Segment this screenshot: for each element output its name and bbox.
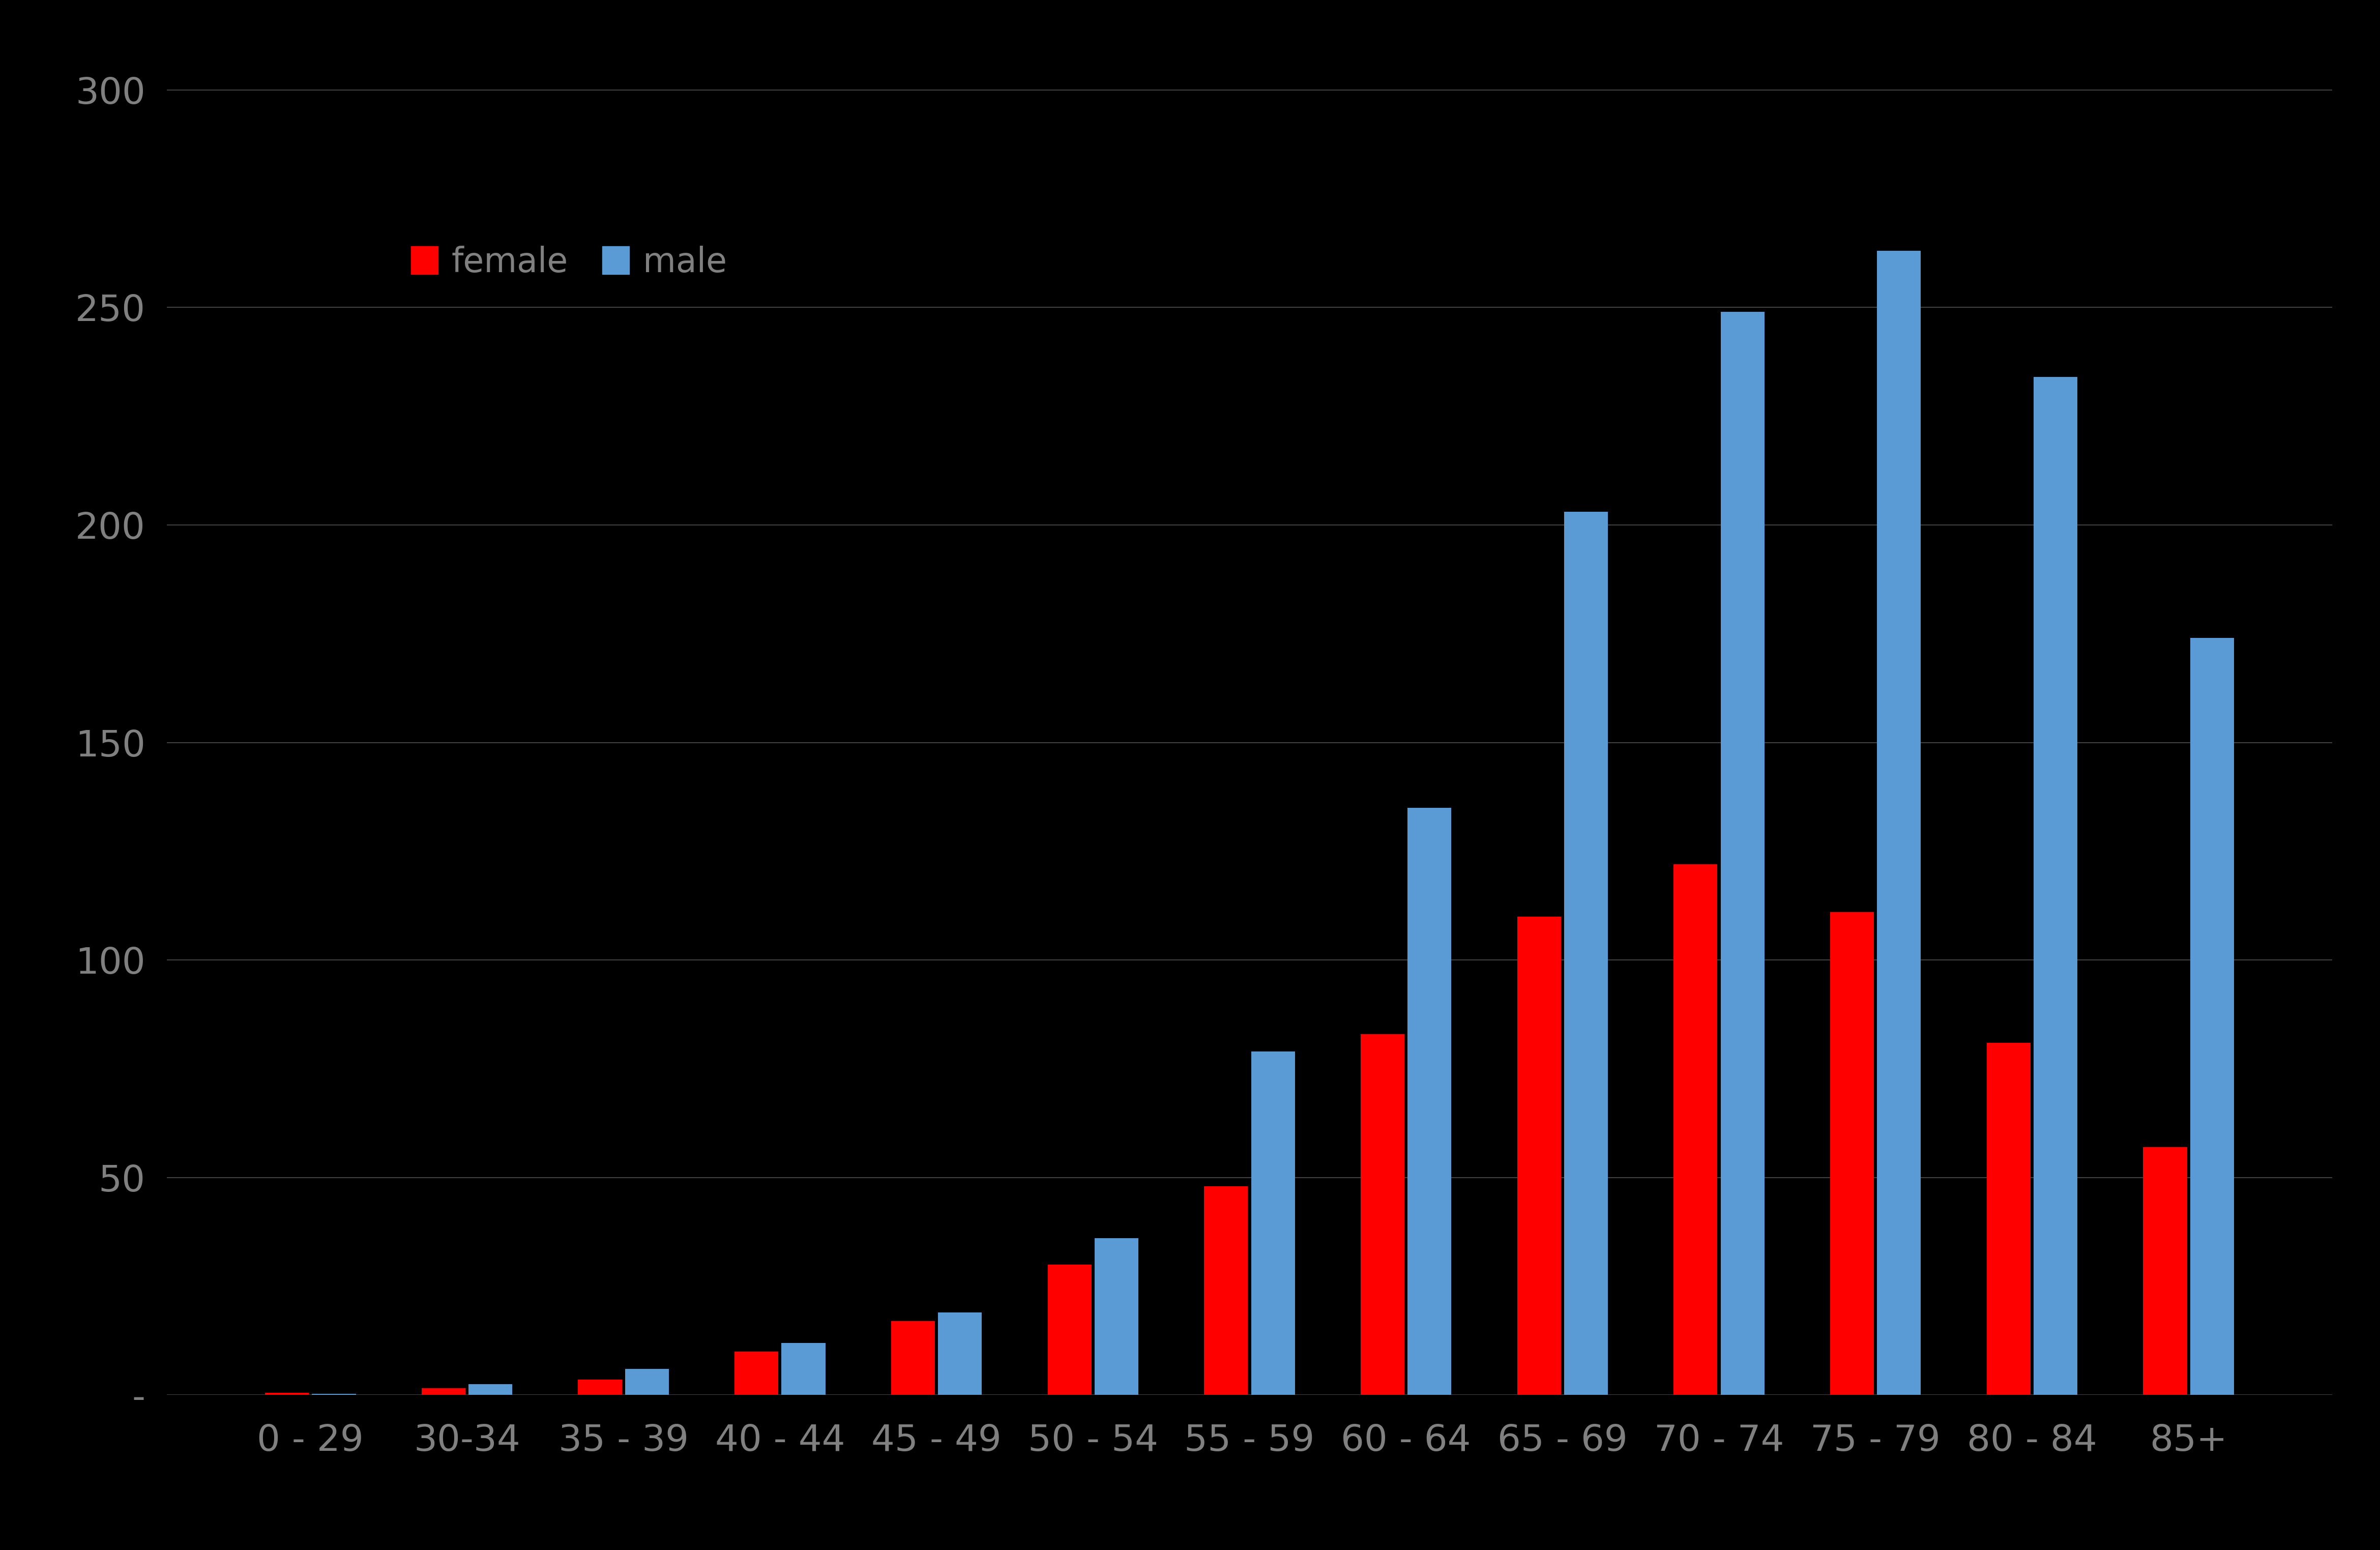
Bar <box>578 1380 621 1395</box>
Bar <box>1564 512 1609 1395</box>
Bar <box>469 1384 512 1395</box>
Bar <box>2190 639 2235 1395</box>
Bar <box>1516 916 1561 1395</box>
Bar <box>264 1393 309 1395</box>
Bar <box>1830 911 1873 1395</box>
Bar <box>1204 1186 1247 1395</box>
Bar <box>2142 1147 2187 1395</box>
Bar <box>2033 377 2078 1395</box>
Bar <box>735 1352 778 1395</box>
Bar <box>1047 1265 1092 1395</box>
Bar <box>421 1389 466 1395</box>
Bar <box>626 1369 669 1395</box>
Bar <box>1673 865 1718 1395</box>
Legend: female, male: female, male <box>412 245 726 279</box>
Bar <box>1252 1051 1295 1395</box>
Bar <box>1878 251 1921 1395</box>
Bar <box>1721 312 1764 1395</box>
Bar <box>1095 1238 1138 1395</box>
Bar <box>938 1313 983 1395</box>
Bar <box>1361 1034 1404 1395</box>
Bar <box>1407 808 1452 1395</box>
Bar <box>1987 1043 2030 1395</box>
Bar <box>781 1342 826 1395</box>
Bar <box>890 1321 935 1395</box>
